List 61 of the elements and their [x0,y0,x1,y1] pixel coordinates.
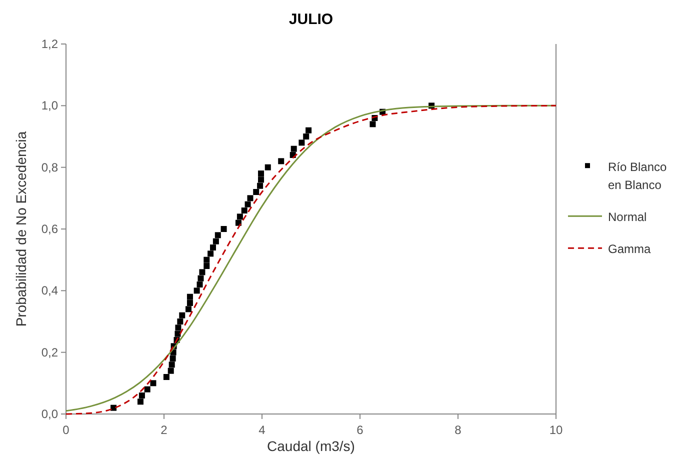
point [144,386,150,392]
point [303,134,310,140]
point [244,201,251,208]
point [220,226,227,232]
point [247,195,254,202]
x-tick-label: 2 [160,423,168,437]
point [194,288,200,294]
point [298,140,305,146]
x-tick-label: 8 [454,423,462,437]
point [168,368,174,374]
point [204,263,210,269]
point [241,208,248,214]
point [150,380,156,386]
point [137,398,144,405]
y-tick-label: 1,0 [41,98,58,113]
point [204,256,210,263]
x-tick-label: 0 [62,423,70,437]
point [214,232,221,238]
y-tick-label: 1,2 [41,37,58,51]
point [212,238,219,244]
point [179,312,186,318]
x-tick-label: 10 [549,423,563,437]
point [174,330,181,337]
point [290,146,297,152]
x-tick-label: 4 [258,423,266,437]
point [306,127,312,134]
point [186,300,193,306]
point [208,250,214,257]
y-tick-label: 0,4 [41,284,58,298]
point [170,356,176,362]
point [236,214,243,220]
chart-title: JULIO [288,11,334,28]
point [370,121,376,128]
point [198,275,204,282]
point [186,306,192,312]
point [110,404,117,411]
point [175,324,182,331]
point [163,374,170,380]
point [196,282,203,288]
y-tick-label: 0,2 [41,345,58,360]
x-axis-title: Caudal (m3/s) [267,438,355,454]
point [278,158,284,164]
x-tick-label: 6 [356,423,364,437]
legend-label: Gamma [608,242,651,256]
point [138,392,145,398]
point [186,294,193,300]
legend-label: Río Blanco en Blanco [608,160,668,192]
point [168,362,175,368]
y-axis-title: Probabilidad de No Excedencia [13,131,29,327]
point [257,182,264,189]
y-tick-label: 0,0 [41,407,58,421]
y-tick-label: 0,8 [41,160,58,174]
point [258,176,264,183]
point [210,244,216,250]
point [264,164,271,170]
point [258,170,264,176]
point [177,318,184,324]
point [253,189,260,195]
point [199,269,206,276]
legend-label: Normal [608,210,647,224]
y-tick-label: 0,6 [41,222,58,236]
